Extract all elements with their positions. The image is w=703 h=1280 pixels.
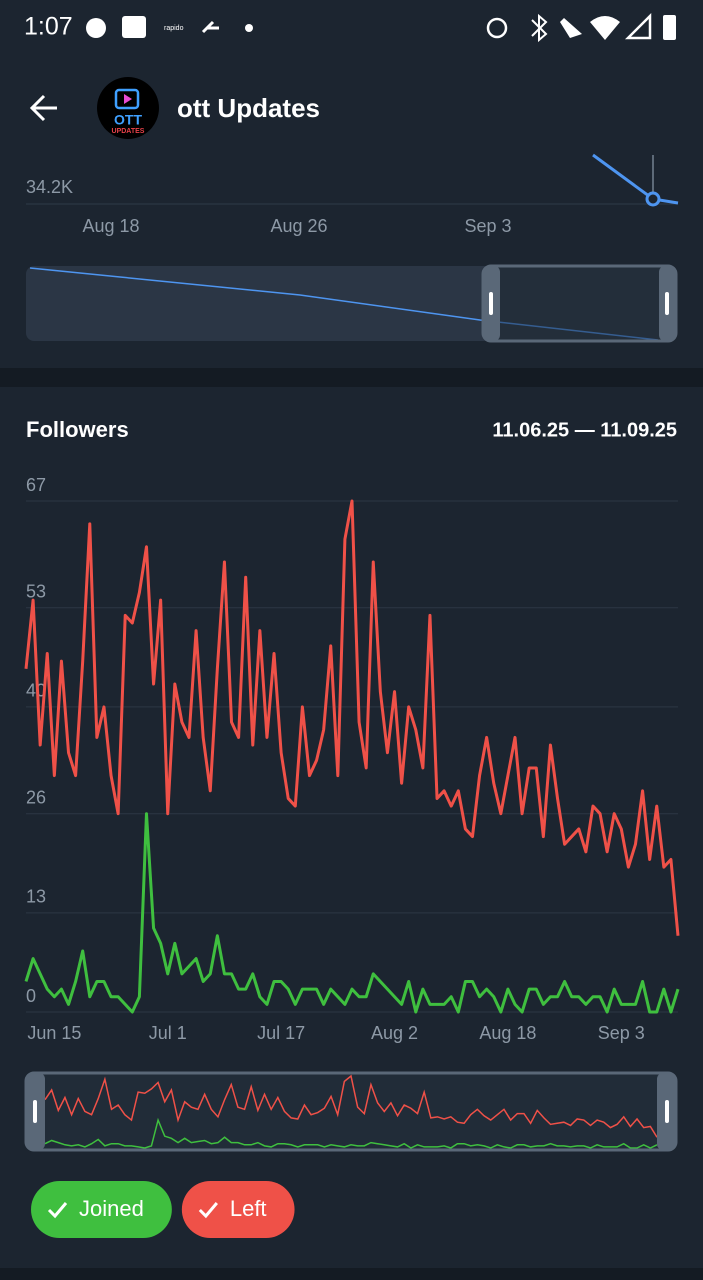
status-icon [624, 12, 652, 40]
handle-grip [665, 1100, 669, 1123]
y-tick-label: 53 [26, 582, 46, 602]
legend-check [198, 1202, 218, 1219]
x-tick-label: Jul 17 [257, 1023, 305, 1043]
status-icon [531, 13, 548, 43]
cursor-point [645, 191, 661, 207]
legend-button[interactable] [181, 1181, 295, 1238]
avatar-text: OTT [114, 112, 142, 128]
y-tick-label: 34.2K [26, 177, 73, 197]
legend-label: Joined [79, 1196, 144, 1221]
status-app: rapido [164, 25, 184, 32]
status-icon [486, 17, 508, 39]
x-tick-label: Aug 18 [479, 1023, 536, 1043]
back-button[interactable] [29, 94, 57, 122]
navigator-line [44, 1117, 658, 1149]
status-icon [122, 16, 146, 38]
y-tick-label: 67 [26, 475, 46, 495]
handle-grip [665, 292, 669, 315]
status-icon [560, 18, 582, 38]
x-tick-label: Aug 26 [270, 216, 327, 236]
section-divider [0, 1268, 703, 1280]
status-icon [663, 15, 676, 40]
legend-check [47, 1202, 68, 1219]
series-line [24, 812, 680, 1014]
x-tick-label: Aug 18 [82, 216, 139, 236]
y-tick-label: 13 [26, 887, 46, 907]
legend: Joined Left [31, 1181, 295, 1238]
y-tick-label: 0 [26, 986, 36, 1006]
avatar-text: UPDATES [112, 128, 145, 135]
legend-item[interactable]: Joined [31, 1181, 172, 1238]
channel-title: ott Updates [177, 93, 320, 123]
chart-title: Followers [26, 417, 129, 442]
x-tick-label: Aug 2 [371, 1023, 418, 1043]
navigator[interactable] [26, 1073, 676, 1150]
status-icon [86, 18, 106, 38]
status-icon [245, 24, 253, 32]
navigator-window[interactable] [481, 264, 678, 343]
section-divider [0, 368, 703, 387]
series-line [24, 499, 680, 936]
handle-grip [489, 292, 493, 315]
handle-grip [33, 1100, 37, 1123]
legend-label: Left [230, 1196, 267, 1221]
status-icon [590, 16, 620, 40]
navigator-plot [44, 1074, 658, 1149]
legend-button[interactable] [31, 1181, 172, 1238]
x-tick-label: Sep 3 [598, 1023, 645, 1043]
avatar-icon [124, 94, 132, 104]
y-tick-label: 26 [26, 787, 46, 807]
x-tick-label: Jun 15 [27, 1023, 81, 1043]
status-icon [201, 20, 219, 34]
avatar-icon [114, 88, 140, 110]
chart-subtitle: 11.06.25 — 11.09.25 [492, 419, 677, 441]
legend-item[interactable]: Left [181, 1181, 295, 1238]
x-tick-label: Sep 3 [464, 216, 511, 236]
status-time: 1:07 [24, 13, 73, 41]
navigator-line [44, 1074, 658, 1138]
x-tick-label: Jul 1 [149, 1023, 187, 1043]
